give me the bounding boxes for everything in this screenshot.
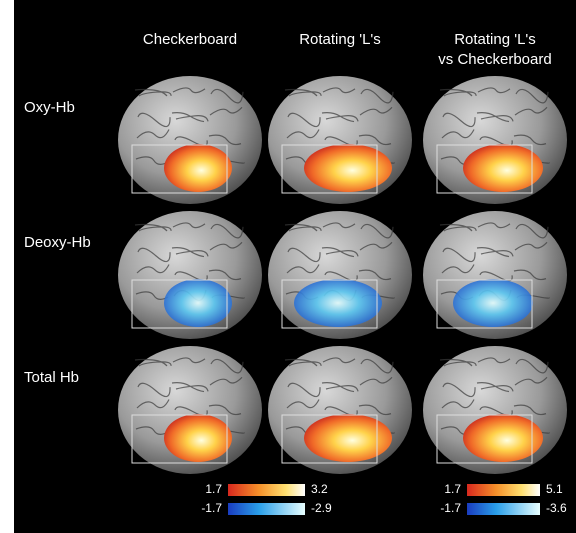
activation <box>304 144 392 192</box>
roi-box <box>131 414 228 464</box>
brain-image <box>118 346 262 474</box>
roi-box <box>436 414 533 464</box>
brain-image <box>423 76 567 204</box>
brain-image <box>118 76 262 204</box>
roi-box <box>281 144 378 194</box>
row-label: Oxy-Hb <box>24 99 75 116</box>
activation <box>164 144 232 192</box>
brain-image <box>268 211 412 339</box>
colorbar-min: 1.7 <box>205 482 222 496</box>
colorbar-max: -3.6 <box>546 501 567 515</box>
roi-box <box>436 279 533 329</box>
brain-image <box>118 211 262 339</box>
activation <box>453 279 533 327</box>
content: Checkerboard Rotating 'L's Rotating 'L's vs… <box>24 31 567 515</box>
colorbar-max: -2.9 <box>311 501 332 515</box>
column-header: vs Checkerboard <box>438 51 551 68</box>
activation <box>463 144 543 192</box>
colorbar-min: 1.7 <box>444 482 461 496</box>
colorbar <box>228 484 305 496</box>
activation <box>463 414 543 462</box>
roi-box <box>436 144 533 194</box>
brain-image <box>268 76 412 204</box>
column-header: Rotating 'L's <box>454 31 536 48</box>
brain-image <box>423 211 567 339</box>
column-header: Rotating 'L's <box>299 31 381 48</box>
roi-box <box>281 279 378 329</box>
brain-image <box>268 346 412 474</box>
activation <box>164 279 232 327</box>
row-label: Deoxy-Hb <box>24 234 91 251</box>
colorbar <box>467 484 540 496</box>
row-label: Total Hb <box>24 369 79 386</box>
colorbar <box>228 503 305 515</box>
colorbar-max: 3.2 <box>311 482 328 496</box>
brain-image <box>423 346 567 474</box>
column-header: Checkerboard <box>143 31 237 48</box>
roi-box <box>281 414 378 464</box>
activation <box>164 414 232 462</box>
activation <box>294 279 382 327</box>
colorbar-min: -1.7 <box>440 501 461 515</box>
roi-box <box>131 144 228 194</box>
activation <box>304 414 392 462</box>
roi-box <box>131 279 228 329</box>
colorbar-min: -1.7 <box>201 501 222 515</box>
colorbar <box>467 503 540 515</box>
colorbar-max: 5.1 <box>546 482 563 496</box>
